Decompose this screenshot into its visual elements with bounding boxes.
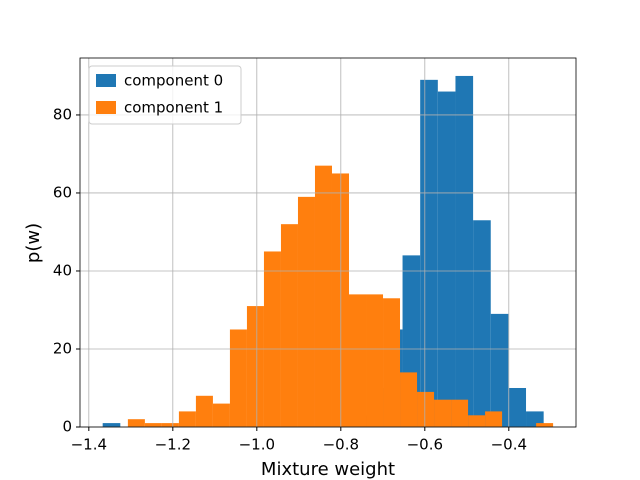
bar (263, 251, 281, 427)
bar (297, 196, 315, 427)
bar (280, 224, 298, 427)
bar (212, 403, 230, 427)
y-tick-label: 20 (53, 339, 72, 357)
x-tick-label: −1.2 (155, 436, 191, 454)
bar (473, 220, 491, 427)
legend-label: component 1 (124, 99, 223, 117)
bar (195, 395, 213, 427)
legend-label: component 0 (124, 72, 223, 90)
bar (434, 399, 452, 427)
bar (468, 415, 486, 427)
bar (366, 294, 384, 427)
bar (229, 329, 247, 427)
bar (314, 165, 332, 427)
legend-swatch (96, 74, 116, 87)
bar (161, 423, 179, 427)
bar (508, 387, 527, 427)
y-tick-label: 80 (53, 105, 72, 123)
legend-swatch (96, 101, 116, 114)
bar (417, 391, 435, 427)
y-tick-label: 40 (53, 261, 72, 279)
legend-box (88, 65, 242, 125)
x-tick-label: −0.8 (323, 436, 359, 454)
bar (383, 298, 401, 427)
bar (455, 75, 474, 427)
bar (437, 91, 456, 427)
bar (420, 79, 438, 427)
x-tick-label: −1.4 (71, 436, 107, 454)
x-tick-label: −0.4 (491, 436, 527, 454)
x-tick-label: −0.6 (407, 436, 443, 454)
bar (490, 313, 509, 427)
bar (451, 399, 469, 427)
bar (102, 423, 121, 427)
y-tick-label: 60 (53, 183, 72, 201)
y-axis-label: p(w) (23, 223, 44, 263)
bar (536, 423, 554, 427)
bar (144, 423, 162, 427)
bar (178, 411, 196, 427)
y-tick-label: 0 (62, 418, 72, 436)
bar (127, 419, 145, 427)
plot-frame (79, 57, 577, 428)
bar (485, 411, 503, 427)
bar (348, 294, 367, 427)
bar (246, 306, 264, 427)
x-axis-label: Mixture weight (261, 459, 395, 480)
bar (400, 372, 418, 427)
x-tick-label: −1.0 (239, 436, 275, 454)
